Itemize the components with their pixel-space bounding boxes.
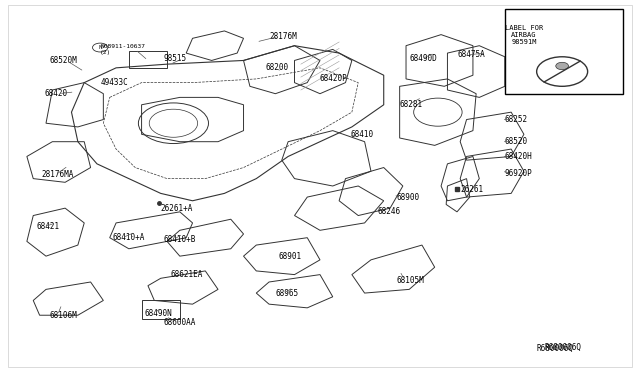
Text: 68520M: 68520M xyxy=(49,56,77,65)
Text: 68246: 68246 xyxy=(378,207,401,217)
Text: 68420: 68420 xyxy=(45,89,68,98)
Text: 68200: 68200 xyxy=(266,63,289,72)
Text: 26261+A: 26261+A xyxy=(161,203,193,213)
Text: 68420H: 68420H xyxy=(505,152,532,161)
Bar xyxy=(129,51,167,68)
Text: 68900: 68900 xyxy=(396,193,420,202)
Text: 68621EA: 68621EA xyxy=(170,270,203,279)
Circle shape xyxy=(556,62,568,70)
Text: 68490N: 68490N xyxy=(145,309,173,318)
Text: 68410+A: 68410+A xyxy=(113,233,145,242)
Text: 68410+B: 68410+B xyxy=(164,235,196,244)
Text: 68281: 68281 xyxy=(399,100,423,109)
Text: 68252: 68252 xyxy=(505,115,528,124)
Text: N: N xyxy=(99,45,102,50)
Text: 68965: 68965 xyxy=(275,289,298,298)
Text: N08911-10637
(2): N08911-10637 (2) xyxy=(100,44,145,55)
Text: 68600AA: 68600AA xyxy=(164,318,196,327)
Text: 28176MA: 28176MA xyxy=(42,170,74,179)
Text: 68421: 68421 xyxy=(36,222,60,231)
Text: 68410: 68410 xyxy=(351,130,374,139)
Text: R680006Q: R680006Q xyxy=(544,343,581,352)
Text: 26261: 26261 xyxy=(460,185,483,194)
Text: 68901: 68901 xyxy=(278,251,301,261)
Text: 68106M: 68106M xyxy=(49,311,77,320)
Text: 68420P: 68420P xyxy=(320,74,348,83)
Text: 49433C: 49433C xyxy=(100,78,128,87)
Text: 68105M: 68105M xyxy=(396,276,424,285)
Text: R680006Q: R680006Q xyxy=(537,344,573,353)
Text: 68475A: 68475A xyxy=(457,51,484,60)
Text: 68490D: 68490D xyxy=(409,54,437,63)
Text: 96920P: 96920P xyxy=(505,169,532,177)
Text: 98515: 98515 xyxy=(164,54,187,63)
Text: 28176M: 28176M xyxy=(269,32,297,41)
Bar xyxy=(141,301,180,319)
Bar xyxy=(505,9,623,94)
Text: LABEL FOR
AIRBAG
98591M: LABEL FOR AIRBAG 98591M xyxy=(505,25,543,45)
Text: 68520: 68520 xyxy=(505,137,528,146)
